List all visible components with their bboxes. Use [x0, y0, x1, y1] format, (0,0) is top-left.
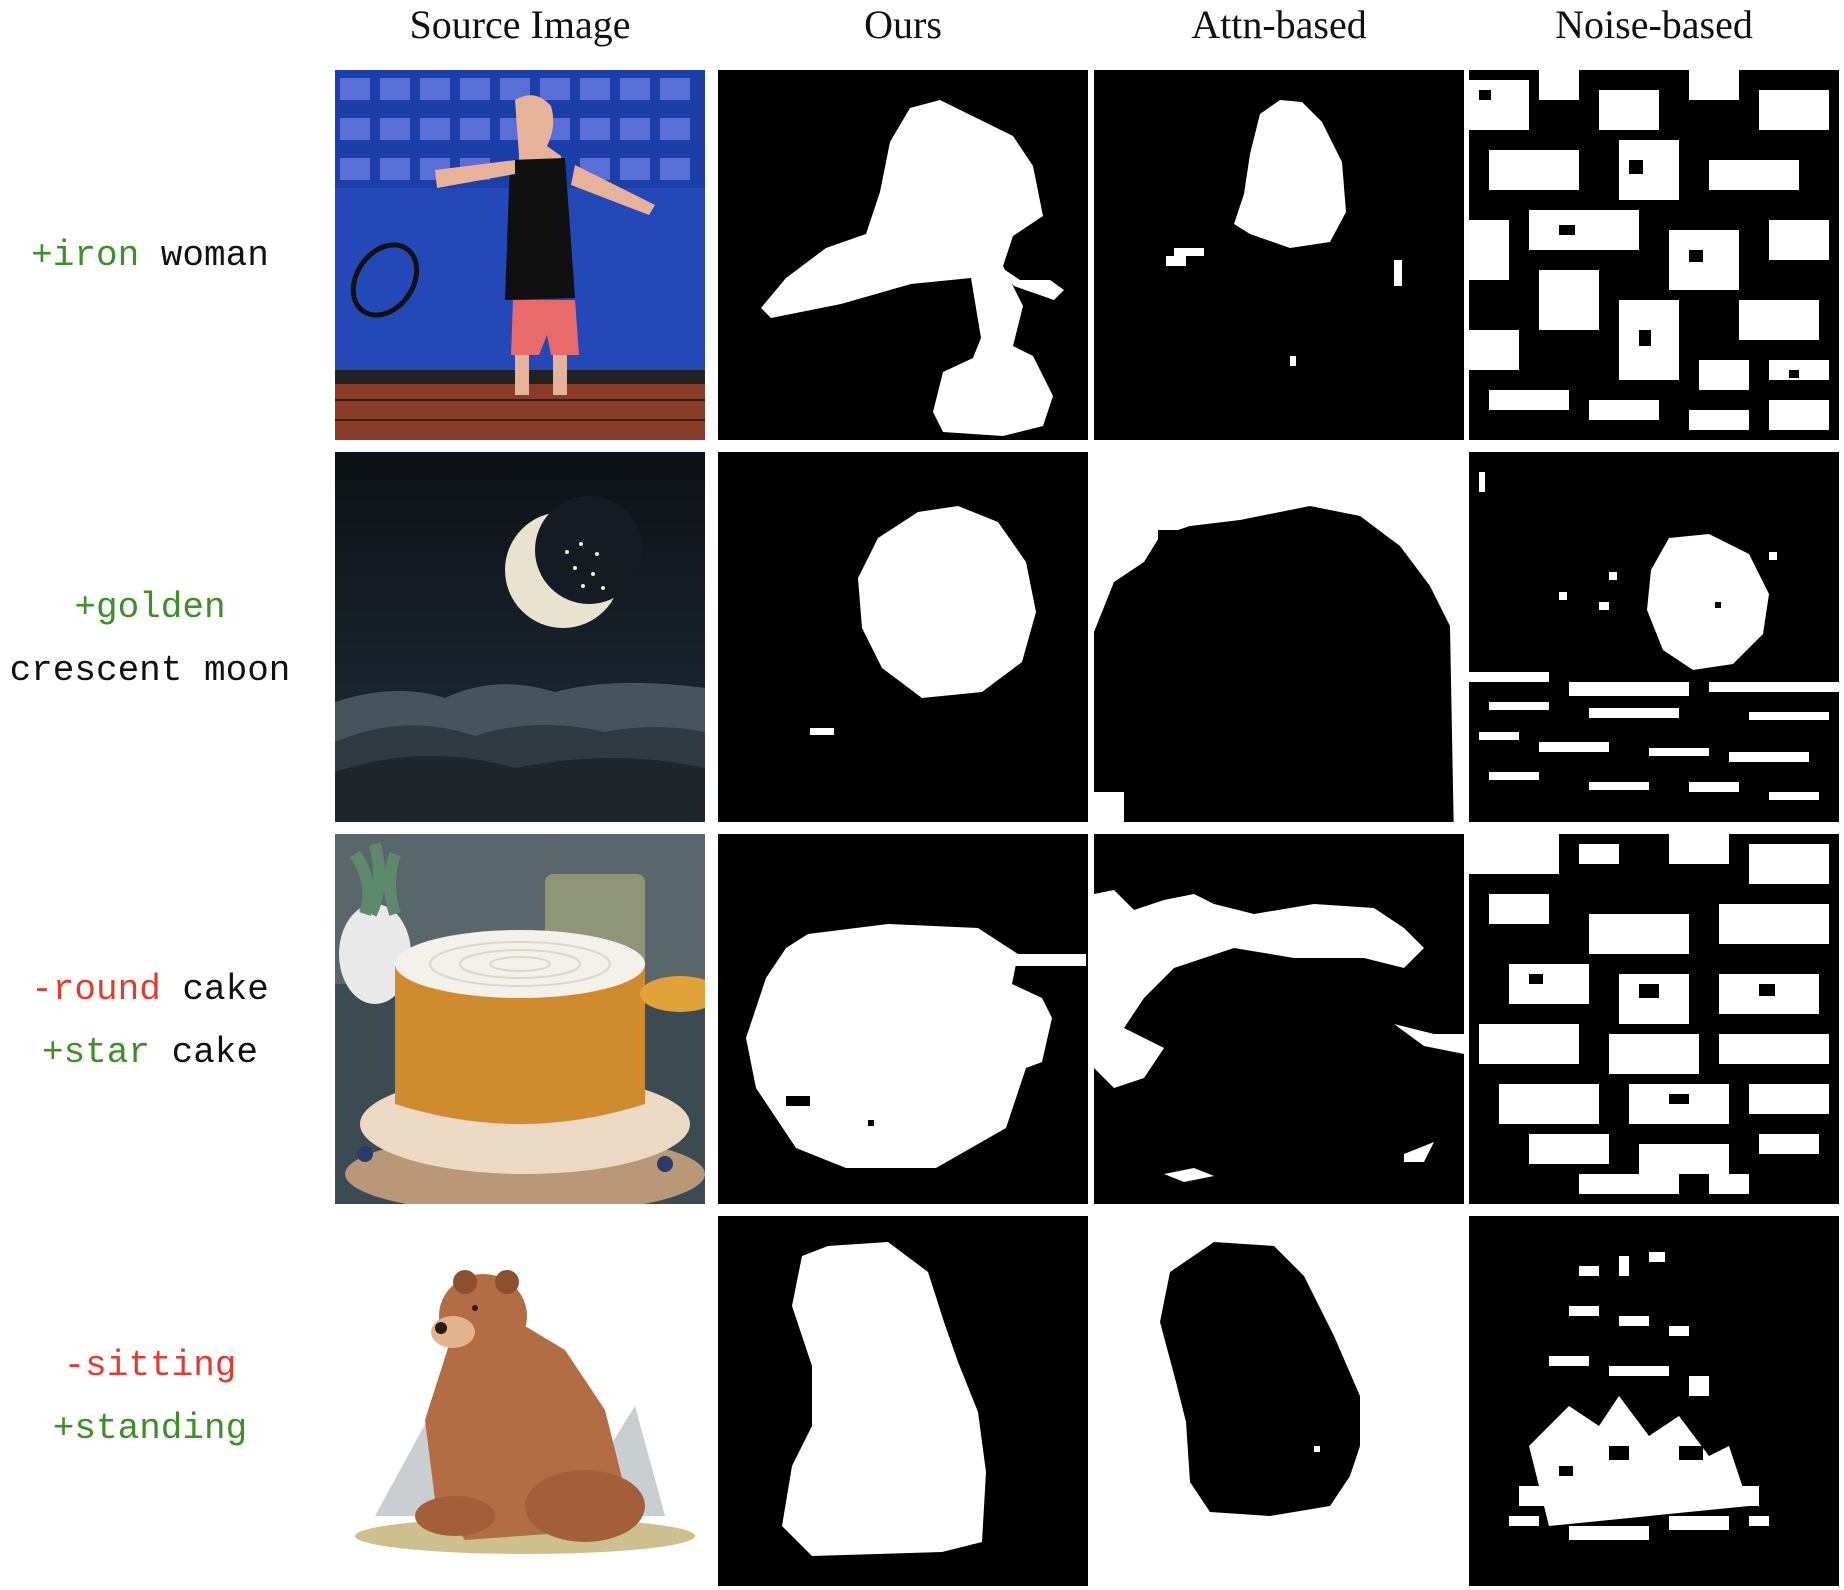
mask-ours-row-2	[718, 452, 1088, 822]
row-label-line: -sitting	[0, 1334, 300, 1397]
row-label-2: +golden crescent moon	[0, 576, 300, 702]
row-label-line: +golden	[0, 576, 300, 639]
row-label-3: -round cake +star cake	[0, 958, 300, 1084]
row-label-line: -round cake	[0, 958, 300, 1021]
prompt-text: crescent moon	[9, 650, 291, 691]
removed-token: -round	[31, 969, 161, 1010]
mask-attn-based-row-2	[1094, 452, 1464, 822]
header-source-image: Source Image	[409, 2, 631, 47]
mask-noise-based-row-1	[1469, 70, 1839, 440]
mask-noise-based-row-3	[1469, 834, 1839, 1204]
mask-attn-based-row-4	[1094, 1216, 1464, 1586]
header-ours: Ours	[864, 2, 942, 47]
added-token: +iron	[31, 235, 140, 276]
mask-ours-row-4	[718, 1216, 1088, 1586]
row-label-line: crescent moon	[0, 639, 300, 702]
prompt-text: cake	[160, 969, 269, 1010]
source-image-bear	[335, 1216, 705, 1586]
added-token: +star	[41, 1032, 150, 1073]
mask-attn-based-row-3	[1094, 834, 1464, 1204]
mask-ours-row-1	[718, 70, 1088, 440]
header-attn-based: Attn-based	[1191, 2, 1367, 47]
row-label-1: +iron woman	[0, 224, 300, 287]
row-label-line: +star cake	[0, 1021, 300, 1084]
row-label-4: -sitting +standing	[0, 1334, 300, 1460]
added-token: +standing	[52, 1408, 248, 1449]
mask-noise-based-row-4	[1469, 1216, 1839, 1586]
source-image-tennis-player	[335, 70, 705, 440]
mask-ours-row-3	[718, 834, 1088, 1204]
added-token: +golden	[74, 587, 226, 628]
mask-noise-based-row-2	[1469, 452, 1839, 822]
removed-token: -sitting	[63, 1345, 237, 1386]
source-image-crescent-moon	[335, 452, 705, 822]
row-label-line: +standing	[0, 1397, 300, 1460]
header-noise-based: Noise-based	[1555, 2, 1753, 47]
row-label-line: +iron woman	[0, 224, 300, 287]
source-image-cake	[335, 834, 705, 1204]
prompt-text: cake	[150, 1032, 259, 1073]
mask-attn-based-row-1	[1094, 70, 1464, 440]
prompt-text: woman	[139, 235, 269, 276]
